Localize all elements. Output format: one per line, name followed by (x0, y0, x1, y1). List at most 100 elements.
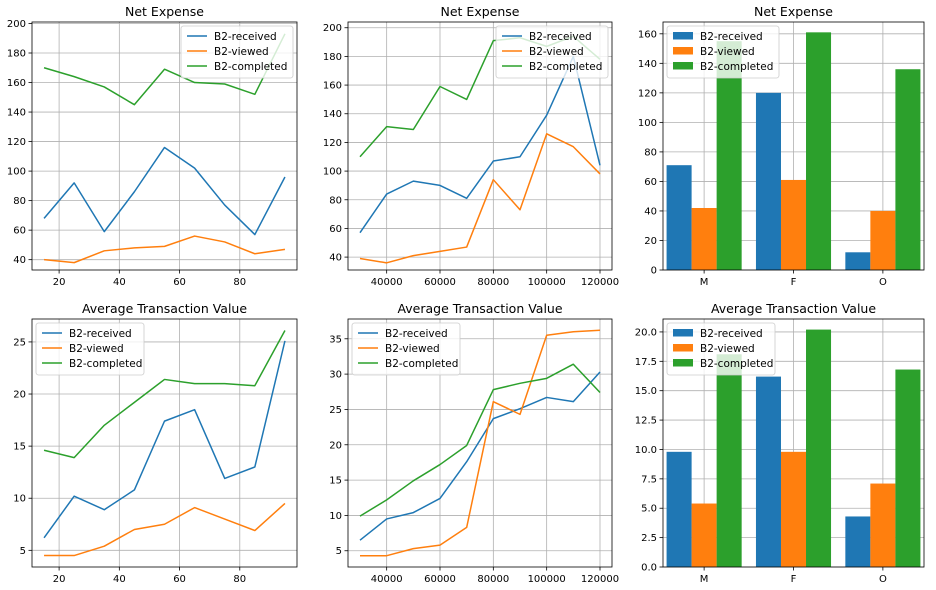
y-tick-label: 10 (13, 494, 26, 505)
y-tick-label: 60 (329, 224, 342, 235)
y-tick-label: 15 (13, 442, 26, 453)
legend-swatch (673, 47, 693, 55)
y-tick-label: 30 (329, 370, 342, 381)
x-tick-label: 60 (173, 574, 186, 585)
x-tick-label: M (700, 277, 709, 288)
y-tick-label: 160 (323, 81, 342, 92)
legend-label: B2-received (529, 31, 592, 43)
bar (806, 329, 832, 567)
y-tick-label: 180 (323, 52, 342, 63)
y-tick-label: 140 (323, 109, 342, 120)
legend-label: B2-received (385, 328, 448, 340)
legend: B2-received B2-viewed B2-completed (666, 322, 776, 376)
y-tick-label: 100 (7, 167, 26, 178)
y-tick-label: 15 (329, 476, 342, 487)
chart-2: 40 60 80 100 120 140 160 180 200 40000 60000 80000 1… (323, 4, 619, 288)
legend-swatch (673, 32, 693, 40)
y-tick-label: 160 (7, 78, 26, 89)
series-line (43, 330, 286, 459)
series-line (359, 363, 601, 517)
legend-swatch (673, 344, 693, 352)
x-tick-label: 40 (113, 574, 126, 585)
x-tick-label: 60 (173, 277, 186, 288)
chart-title: Average Transaction Value (397, 301, 562, 316)
x-tick-label: O (879, 277, 887, 288)
chart-title: Average Transaction Value (82, 301, 247, 316)
legend-frame (351, 322, 461, 376)
series-line (359, 371, 601, 541)
y-tick-label: 40 (644, 206, 657, 217)
bar (716, 354, 742, 567)
legend-label: B2-completed (700, 61, 773, 73)
y-tick-label: 2.5 (641, 533, 657, 544)
series-line (43, 33, 286, 106)
series-line (360, 329, 601, 557)
x-tick-label: 40000 (371, 277, 403, 288)
bar (780, 179, 807, 270)
y-tick-label: 180 (7, 49, 26, 60)
axes-frame (31, 21, 298, 271)
y-tick-label: 120 (323, 138, 342, 149)
chart-6: 0.0 2.5 5.0 7.5 10.0 12.5 15.0 17.5 20.0 M F O Avera… (635, 301, 925, 585)
chart-title: Net Expense (441, 4, 520, 19)
legend-label: B2-received (69, 328, 132, 340)
legend-label: B2-completed (700, 358, 773, 370)
x-tick-label: 80 (233, 277, 246, 288)
legend-label: B2-viewed (529, 46, 584, 58)
x-tick-label: 40 (113, 277, 126, 288)
bar (691, 208, 717, 270)
series-line (359, 55, 601, 234)
legend-label: B2-viewed (700, 343, 755, 355)
chart-4: 5 10 15 20 25 20 40 60 80 Average Transaction Val… (13, 301, 298, 585)
legend-label: B2-received (700, 31, 763, 43)
x-tick-label: O (879, 574, 887, 585)
bar (780, 451, 807, 567)
y-tick-label: 10 (329, 511, 342, 522)
bar (845, 252, 871, 270)
x-tick-label: 120000 (581, 574, 619, 585)
y-tick-label: 60 (644, 177, 657, 188)
bar (755, 376, 781, 567)
legend: B2-received B2-viewed B2-completed (180, 25, 294, 79)
x-tick-label: M (700, 574, 709, 585)
series-line (43, 146, 286, 236)
y-tick-label: 120 (638, 88, 657, 99)
chart-title: Net Expense (754, 4, 833, 19)
bar (666, 451, 692, 567)
x-tick-label: 80000 (477, 574, 509, 585)
chart-5: 5 10 15 20 25 30 35 40000 60000 80000 100000 120000… (329, 301, 619, 585)
legend-label: B2-received (214, 31, 277, 43)
y-tick-label: 5.0 (641, 504, 657, 515)
chart-title: Average Transaction Value (711, 301, 876, 316)
y-tick-label: 25 (13, 337, 26, 348)
legend-label: B2-viewed (700, 46, 755, 58)
y-tick-label: 20 (329, 440, 342, 451)
series-line (43, 235, 286, 264)
legend-label: B2-completed (529, 61, 602, 73)
y-tick-label: 0 (651, 266, 657, 277)
chart-3: 0 20 40 60 80 100 120 140 160 M F O Net Expense B2-re… (638, 4, 925, 288)
bar (895, 369, 921, 567)
legend-frame (495, 25, 609, 79)
y-tick-label: 100 (638, 118, 657, 129)
y-tick-label: 140 (638, 59, 657, 70)
legend-swatch (673, 329, 693, 337)
x-tick-label: 40000 (371, 574, 403, 585)
x-tick-label: 100000 (528, 277, 566, 288)
bar (845, 516, 871, 567)
chart-1: 40 60 80 100 120 140 160 180 200 20 40 60 80 Net Expe… (7, 4, 298, 288)
axes-frame (347, 21, 613, 271)
legend: B2-received B2-viewed B2-completed (666, 25, 780, 79)
y-tick-label: 80 (329, 195, 342, 206)
axes-frame (31, 318, 298, 568)
x-tick-label: 60000 (424, 574, 456, 585)
y-tick-label: 60 (13, 226, 26, 237)
y-tick-label: 80 (644, 147, 657, 158)
bar (716, 41, 742, 270)
y-tick-label: 5 (336, 546, 342, 557)
x-tick-label: 80000 (477, 277, 509, 288)
grid (32, 22, 297, 270)
y-tick-label: 12.5 (635, 416, 657, 427)
y-tick-label: 10.0 (635, 445, 657, 456)
